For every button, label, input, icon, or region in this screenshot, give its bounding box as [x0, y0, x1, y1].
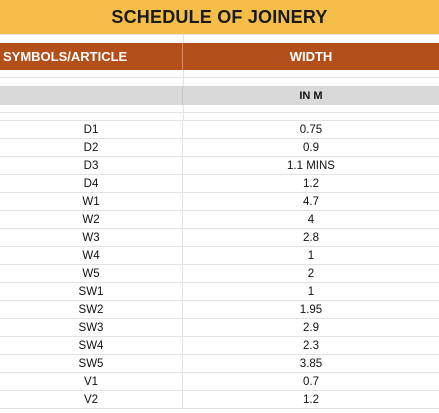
width-cell: 2.3 [303, 339, 319, 352]
table-row: D4 1.2 [0, 175, 439, 193]
width-cell: 2.8 [303, 231, 319, 244]
width-cell: 1.2 [303, 393, 319, 406]
width-cell: 0.7 [303, 375, 319, 388]
joinery-rows: D1 0.75 D2 0.9 D3 1.1 MINS D4 1.2 W1 4.7… [0, 121, 439, 409]
table-row: W2 4 [0, 211, 439, 229]
symbol-cell: W5 [0, 265, 183, 282]
units-row: IN M [0, 86, 439, 105]
symbol-cell: W1 [0, 193, 183, 210]
table-header: SYMBOLS/ARTICLE WIDTH [0, 43, 439, 70]
sheet-title: SCHEDULE OF JOINERY [0, 0, 439, 34]
width-cell: 4.7 [303, 195, 319, 208]
table-row: SW5 3.85 [0, 355, 439, 373]
table-row: W4 1 [0, 247, 439, 265]
width-cell: 0.9 [303, 141, 319, 154]
table-row: W1 4.7 [0, 193, 439, 211]
width-cell: 4 [307, 213, 315, 226]
width-cell: 1.1 MINS [287, 159, 335, 172]
width-cell: 0.75 [299, 123, 323, 136]
units-label: IN M [299, 89, 323, 102]
symbol-cell: W2 [0, 211, 183, 228]
symbol-cell: D4 [0, 175, 183, 192]
table-row: SW4 2.3 [0, 337, 439, 355]
gridline [0, 77, 439, 78]
symbol-cell: D1 [0, 121, 183, 138]
symbol-cell: D2 [0, 139, 183, 156]
symbol-cell: V1 [0, 373, 183, 390]
header-symbols-article: SYMBOLS/ARTICLE [0, 43, 183, 70]
symbol-cell: SW5 [0, 355, 183, 372]
gridline [0, 112, 439, 113]
symbol-cell: W3 [0, 229, 183, 246]
width-cell: 3.85 [299, 357, 323, 370]
table-row: V2 1.2 [0, 391, 439, 409]
table-row: SW3 2.9 [0, 319, 439, 337]
gridline [183, 34, 184, 43]
width-cell: 2 [307, 267, 315, 280]
symbol-cell: SW1 [0, 283, 183, 300]
symbol-cell: V2 [0, 391, 183, 408]
symbol-cell: SW3 [0, 319, 183, 336]
table-row: W3 2.8 [0, 229, 439, 247]
table-row: SW2 1.95 [0, 301, 439, 319]
width-cell: 1.95 [299, 303, 323, 316]
symbol-cell: SW2 [0, 301, 183, 318]
symbol-cell: SW4 [0, 337, 183, 354]
gridline [0, 120, 439, 121]
symbol-cell: W4 [0, 247, 183, 264]
units-empty-cell [0, 86, 183, 105]
header-width: WIDTH [289, 49, 333, 64]
table-row: W5 2 [0, 265, 439, 283]
table-row: D3 1.1 MINS [0, 157, 439, 175]
width-cell: 1 [307, 249, 315, 262]
width-cell: 1.2 [303, 177, 319, 190]
width-cell: 1 [307, 285, 315, 298]
gridline [183, 105, 184, 121]
table-row: D1 0.75 [0, 121, 439, 139]
width-cell: 2.9 [303, 321, 319, 334]
gridline [183, 70, 184, 86]
table-row: D2 0.9 [0, 139, 439, 157]
table-row: SW1 1 [0, 283, 439, 301]
symbol-cell: D3 [0, 157, 183, 174]
table-row: V1 0.7 [0, 373, 439, 391]
gridline [0, 34, 439, 35]
